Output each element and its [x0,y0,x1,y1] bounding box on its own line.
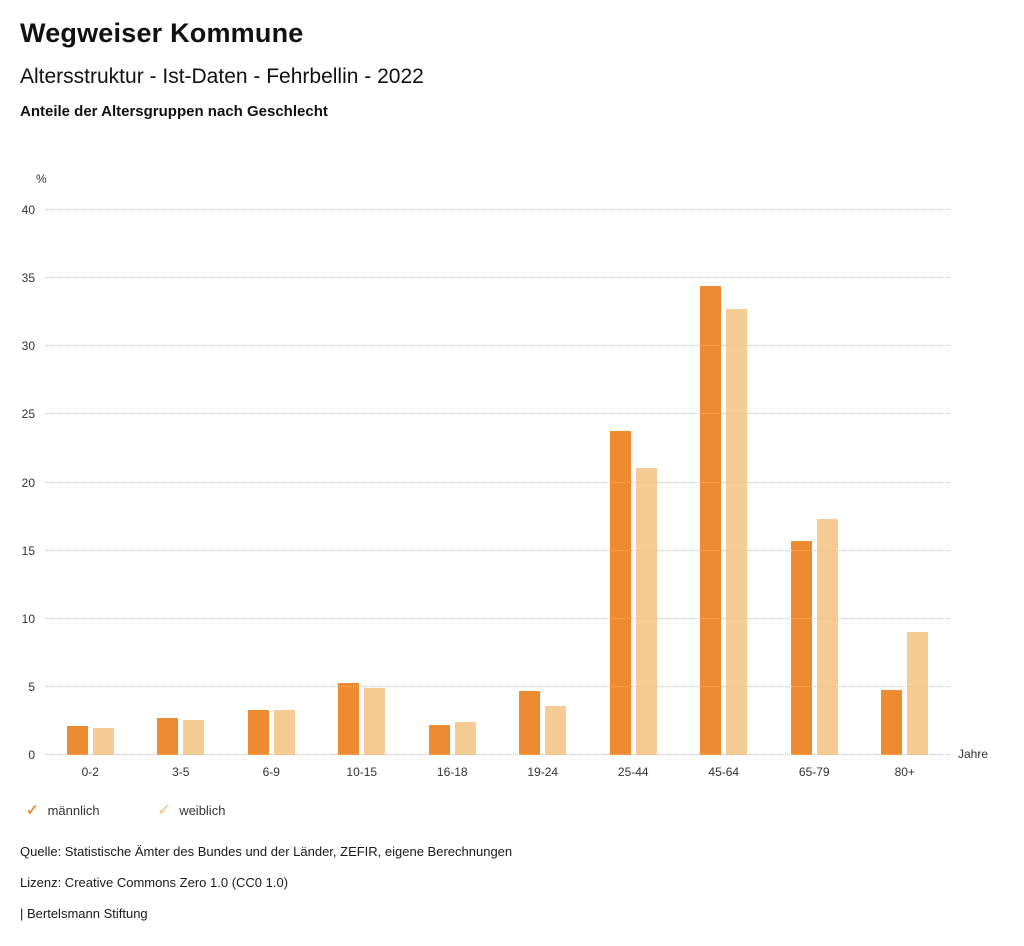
bar-männlich-25-44[interactable] [609,430,631,755]
x-axis-unit-label: Jahre [958,747,989,761]
legend-label: männlich [47,803,100,818]
header: Wegweiser Kommune Altersstruktur - Ist-D… [20,18,424,120]
x-tick-label-10-15: 10-15 [346,765,378,779]
x-tick-label-3-5: 3-5 [172,765,190,779]
bar-weiblich-25-44[interactable] [635,467,657,755]
x-tick-label-19-24: 19-24 [527,765,559,779]
bar-weiblich-10-15[interactable] [364,688,386,755]
bar-group-80+ [860,210,951,755]
footer-attribution: | Bertelsmann Stiftung [20,906,148,921]
bar-group-10-15 [317,210,408,755]
y-tick-label-15: 15 [21,543,35,558]
x-tick-label-6-9: 6-9 [262,765,280,779]
bar-männlich-3-5[interactable] [157,718,179,755]
x-axis-labels: 0-2 3-5 6-9 10-15 16-18 19-24 25-44 45-64 65-79 8… [45,765,950,779]
gridline-25 [45,413,950,415]
gridline-40 [45,209,950,210]
bar-männlich-65-79[interactable] [790,541,812,755]
y-tick-label-35: 35 [21,271,35,286]
bar-männlich-0-2[interactable] [66,726,88,755]
y-tick-label-0: 0 [28,748,35,762]
bar-männlich-19-24[interactable] [519,690,541,755]
y-tick-label-20: 20 [21,475,35,490]
bar-weiblich-6-9[interactable] [273,710,295,755]
check-icon: ✓ [26,802,39,819]
x-tick-label-80+: 80+ [894,765,915,779]
page-title: Wegweiser Kommune [20,18,304,48]
y-tick-label-5: 5 [28,679,35,694]
bar-group-25-44 [588,210,679,755]
bar-männlich-16-18[interactable] [428,725,450,755]
gridline-5 [45,685,950,687]
legend-item-weiblich[interactable]: ✓ weiblich [158,803,226,818]
bar-group-19-24 [498,210,589,755]
gridline-15 [45,549,950,551]
y-tick-label-40: 40 [21,203,35,217]
gridline-10 [45,617,950,619]
gridline-20 [45,481,950,483]
bar-weiblich-80+[interactable] [907,632,929,755]
legend-label: weiblich [179,803,226,818]
bars-layer [45,210,950,755]
bar-group-6-9 [226,210,317,755]
gridline-30 [45,345,950,347]
bar-männlich-6-9[interactable] [247,710,269,755]
bar-weiblich-0-2[interactable] [92,727,114,755]
footer-source: Quelle: Statistische Ämter des Bundes un… [20,844,513,859]
y-axis-unit-label: % [36,172,47,186]
bar-group-65-79 [769,210,860,755]
x-tick-label-45-64: 45-64 [708,765,740,779]
bar-group-16-18 [407,210,498,755]
x-tick-label-25-44: 25-44 [617,765,649,779]
x-tick-label-65-79: 65-79 [798,765,830,779]
y-tick-label-30: 30 [21,339,35,354]
check-icon: ✓ [157,802,171,819]
gridline-35 [45,277,950,279]
bar-group-0-2 [45,210,136,755]
y-tick-label-25: 25 [21,407,35,422]
chart-heading: Anteile der Altersgruppen nach Geschlech… [20,103,328,120]
legend: ✓ männlich ✓ weiblich [26,803,225,818]
bar-weiblich-45-64[interactable] [726,309,748,755]
page-subtitle: Altersstruktur - Ist-Daten - Fehrbellin … [20,65,424,88]
plot-area: 0 5 10 15 20 25 30 35 40 [22,203,950,762]
bar-weiblich-16-18[interactable] [454,722,476,755]
bar-männlich-10-15[interactable] [338,682,360,755]
bar-männlich-80+[interactable] [881,689,903,755]
footer-license: Lizenz: Creative Commons Zero 1.0 (CC0 1… [20,875,289,890]
bar-weiblich-19-24[interactable] [545,705,567,755]
y-tick-label-10: 10 [21,611,35,626]
bar-group-45-64 [679,210,770,755]
gridline-0 [45,754,950,755]
x-tick-label-16-18: 16-18 [436,765,468,779]
bar-weiblich-65-79[interactable] [816,519,838,755]
legend-item-männlich[interactable]: ✓ männlich [26,803,100,818]
bar-weiblich-3-5[interactable] [183,719,205,755]
bar-männlich-45-64[interactable] [700,286,722,755]
bar-group-3-5 [136,210,227,755]
x-tick-label-0-2: 0-2 [81,765,99,779]
